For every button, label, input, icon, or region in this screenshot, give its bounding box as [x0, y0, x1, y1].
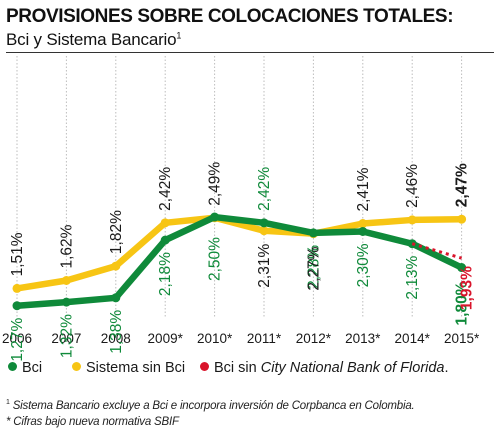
data-point-sistema [12, 283, 22, 293]
data-label-bci-sin-cnb: 1,93% [459, 266, 476, 310]
data-label-sistema: 2,27% [305, 246, 322, 290]
subtitle-text: Bci y Sistema Bancario [6, 30, 177, 49]
x-tick-label: 2006 [2, 331, 32, 346]
footnote-1-marker: 1 [6, 399, 10, 406]
series-line-bci-sin-cnb [411, 242, 463, 260]
data-point-bci [61, 297, 71, 307]
legend-label-bci-sin-suffix: . [444, 360, 449, 376]
x-tick-label: 2014* [395, 331, 431, 346]
legend-label-bci-sin-prefix: Bci sin [214, 360, 261, 376]
x-tick-label: 2009* [148, 331, 184, 346]
data-label-bci: 2,28% [305, 245, 322, 289]
data-point-sistema [457, 214, 467, 224]
series-line-bci [13, 213, 465, 309]
data-point-bci [111, 293, 121, 303]
chart-title: PROVISIONES SOBRE COLOCACIONES TOTALES: [6, 6, 454, 27]
legend-label-sistema: Sistema sin Bci [86, 360, 186, 376]
data-label-sistema: 1,51% [9, 232, 26, 276]
data-point-bci [308, 228, 318, 238]
data-point-sistema [160, 218, 170, 228]
data-label-sistema: 2,42% [157, 167, 174, 211]
data-point-bci [259, 218, 269, 228]
x-tick-label: 2011* [247, 331, 282, 346]
x-tick-label: 2010* [197, 331, 233, 346]
data-label-bci: 1,38% [108, 310, 125, 354]
data-label-bci: 2,18% [157, 252, 174, 296]
data-label-sistema: 2,41% [355, 167, 372, 211]
chart-subtitle: Bci y Sistema Bancario1 [6, 30, 181, 50]
data-label-bci: 2,13% [404, 256, 421, 300]
data-label-sistema: 2,46% [404, 164, 421, 208]
data-point-bci [12, 301, 22, 311]
data-label-sistema: 2,47% [454, 163, 471, 207]
legend-label-bci: Bci [22, 360, 43, 376]
data-point-bci [160, 235, 170, 245]
x-tick-label: 2012* [296, 331, 332, 346]
legend-item-bci: Bci [8, 360, 42, 376]
data-point-sistema [111, 261, 121, 271]
chart-legend: Bci Sistema sin Bci Bci sin City Nationa… [8, 360, 498, 378]
data-label-bci: 1,80% [454, 281, 471, 325]
legend-dot-bci-sin-cnb [200, 362, 209, 371]
data-label-bci: 2,30% [355, 243, 372, 287]
legend-item-bci-sin-cnb: Bci sin City National Bank of Florida. [200, 360, 449, 376]
x-tick-label: 2007 [51, 331, 81, 346]
subtitle-footnote-marker: 1 [176, 30, 182, 41]
data-label-bci: 1,32% [58, 314, 75, 358]
data-point-sistema [259, 226, 269, 236]
title-divider [6, 52, 494, 53]
data-label-sistema: 2,49% [207, 162, 224, 206]
x-tick-label: 2015* [444, 331, 480, 346]
data-label-bci: 2,42% [256, 167, 273, 211]
legend-label-bci-sin-italic: City National Bank of Florida [260, 360, 445, 376]
data-label-sistema: 1,62% [58, 224, 75, 268]
data-point-bci [210, 212, 220, 222]
footnote-2: * Cifras bajo nueva normativa SBIF [6, 416, 179, 428]
series-line-sistema [13, 214, 465, 292]
data-point-sistema [61, 275, 71, 285]
legend-item-sistema: Sistema sin Bci [72, 360, 185, 376]
footnote-1: 1 Sistema Bancario excluye a Bci e incor… [6, 399, 415, 412]
footnote-1-text: Sistema Bancario excluye a Bci e incorpo… [9, 399, 415, 412]
x-tick-label: 2013* [345, 331, 381, 346]
data-label-sistema: 2,31% [256, 244, 273, 288]
data-point-bci [457, 263, 467, 273]
data-label-sistema: 1,82% [108, 210, 125, 254]
data-label-bci: 2,50% [207, 237, 224, 281]
data-label-bci: 1,27% [9, 318, 26, 362]
legend-dot-sistema [72, 362, 81, 371]
data-point-sistema [407, 215, 417, 225]
legend-dot-bci [8, 362, 17, 371]
data-point-bci [358, 226, 368, 236]
data-point-sistema [358, 219, 368, 229]
x-tick-label: 2008 [101, 331, 131, 346]
